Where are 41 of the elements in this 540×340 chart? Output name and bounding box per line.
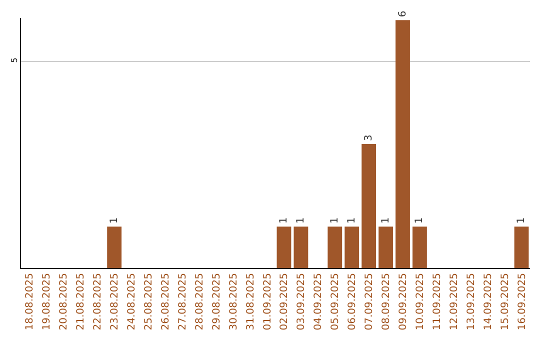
x-tick-label: 11.09.2025 [432,273,443,330]
x-tick-label: 09.09.2025 [398,273,409,330]
x-tick-label: 19.08.2025 [42,273,53,330]
x-tick-label: 23.08.2025 [110,273,121,330]
x-tick-label: 24.08.2025 [126,273,138,330]
x-tick-label: 05.09.2025 [330,273,342,330]
x-tick-label: 28.08.2025 [194,273,206,330]
x-tick-label: 04.09.2025 [313,273,324,330]
data-label: 1 [516,217,528,224]
x-tick-label: 10.09.2025 [414,273,426,330]
data-label: 3 [363,134,374,142]
x-tick-label: 18.08.2025 [24,273,36,330]
x-tick-label: 30.08.2025 [228,273,240,330]
data-label: 1 [346,217,358,224]
data-label: 1 [414,217,426,224]
x-tick-label: 31.08.2025 [245,273,256,330]
x-tick-label: 06.09.2025 [347,273,358,330]
data-label: 1 [278,217,290,224]
data-label: 6 [397,10,408,18]
x-tick-label: 03.09.2025 [296,273,308,330]
x-tick-label: 07.09.2025 [364,273,376,330]
y-tick-label: 5 [10,58,19,63]
x-tick-label: 25.08.2025 [144,273,154,330]
x-tick-label: 16.09.2025 [516,273,528,330]
data-label: 1 [108,217,120,224]
x-tick-label: 22.08.2025 [92,273,104,330]
x-tick-label: 20.08.2025 [58,273,70,330]
x-tick-label: 21.08.2025 [76,273,87,330]
x-tick-label: 27.08.2025 [177,273,188,330]
data-label: 1 [380,217,392,224]
x-tick-label: 08.09.2025 [381,273,392,330]
data-label: 1 [329,217,340,224]
x-tick-label: 29.08.2025 [211,273,222,330]
x-tick-label: 01.09.2025 [262,273,274,330]
x-tick-label: 12.09.2025 [448,273,460,330]
x-tick-label: 26.08.2025 [160,273,172,330]
x-tick-label: 15.09.2025 [500,273,511,330]
data-label: 1 [295,217,306,224]
x-tick-label: 14.09.2025 [482,273,494,330]
x-tick-label: 02.09.2025 [279,273,290,330]
x-tick-label: 13.09.2025 [466,273,477,330]
